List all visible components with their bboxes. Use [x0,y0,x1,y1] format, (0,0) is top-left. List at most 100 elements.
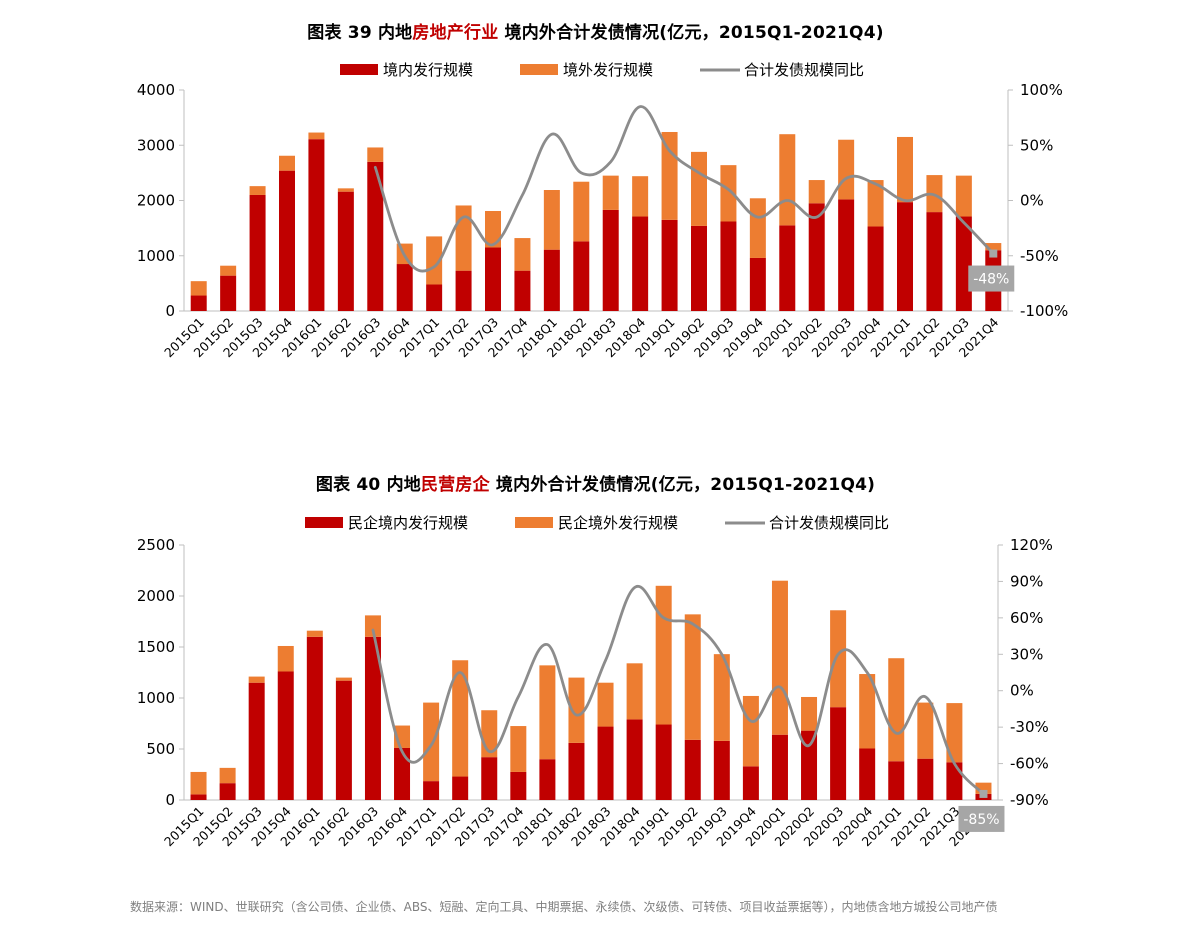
c39-bar-domestic-2016Q4 [396,264,413,311]
c40-bar-domestic-2019Q2 [684,739,701,800]
c39-bar-domestic-2019Q1 [661,219,678,311]
c40-bar-domestic-2020Q4 [859,748,876,800]
c39-bar-overseas-2021Q4 [985,243,1002,251]
c39-legend-label-0: 境内发行规模 [383,61,473,79]
c40-bar-overseas-2017Q4 [510,726,527,772]
c40-bar-overseas-2015Q2 [219,767,236,784]
c39-bar-domestic-2016Q1 [308,139,325,311]
c39-bar-overseas-2015Q3 [249,186,266,195]
c40-annotation-label: -85% [963,812,999,828]
c39-bar-overseas-2015Q2 [220,265,237,276]
c40-right-tick-label: 60% [1010,609,1043,627]
c40-bar-domestic-2015Q3 [248,682,265,800]
c39-bar-domestic-2016Q2 [337,191,354,311]
c39-bar-overseas-2019Q3 [720,165,737,222]
c39-bar-domestic-2020Q4 [867,226,884,311]
chart-39-title-prefix: 图表 39 内地 [307,23,413,43]
c40-bar-domestic-2020Q1 [771,734,788,800]
chart-39-title-suffix: 境内外合计发债情况(亿元，2015Q1-2021Q4) [498,23,884,43]
c39-bar-domestic-2020Q3 [838,199,855,311]
c40-left-tick-label: 1000 [137,689,175,707]
chart-40-title: 图表 40 内地民营房企 境内外合计发债情况(亿元，2015Q1-2021Q4) [0,470,1191,495]
c39-bar-overseas-2015Q4 [279,155,295,171]
c40-legend-item-0: 民企境内发行规模 [305,514,468,532]
c40-bar-domestic-2017Q2 [452,776,469,800]
c39-bar-domestic-2016Q3 [367,161,384,311]
c39-bar-overseas-2021Q1 [897,136,913,203]
c39-bar-overseas-2017Q1 [426,236,443,285]
c40-bar-domestic-2017Q4 [510,771,527,800]
c39-bar-overseas-2020Q4 [867,180,884,227]
c40-bar-overseas-2017Q1 [423,702,440,782]
c40-left-tick-label: 1500 [137,638,175,656]
c40-right-tick-label: 90% [1010,572,1043,590]
c40-right-tick-label: -30% [1010,718,1049,736]
c40-bar-overseas-2015Q4 [277,645,294,672]
c39-bar-overseas-2020Q2 [808,180,825,204]
c39-bar-domestic-2017Q2 [455,270,472,311]
c39-bar-overseas-2015Q1 [190,281,207,296]
chart-39-svg: 境内发行规模 境外发行规模 合计发债规模同比 0 1000 2000 3000 4000 -10… [137,61,1068,360]
c40-bar-domestic-2016Q4 [394,747,411,800]
c40-bar-overseas-2018Q3 [597,682,614,727]
c39-bar-domestic-2021Q2 [926,212,943,311]
c39-bar-domestic-2017Q1 [426,284,443,311]
c40-bar-overseas-2019Q3 [713,654,730,741]
c40-bar-overseas-2020Q3 [830,610,847,708]
c39-bar-domestic-2018Q3 [602,209,619,311]
c39-legend-item-2: 合计发债规模同比 [700,61,864,79]
c39-bar-domestic-2015Q1 [190,295,207,311]
c39-bar-domestic-2017Q3 [485,247,501,311]
c40-bar-overseas-2019Q1 [655,585,672,725]
c40-right-tick-label: -60% [1010,755,1049,773]
chart-40-title-prefix: 图表 40 内地 [315,475,421,495]
c40-bar-overseas-2018Q4 [626,663,643,720]
c39-bar-domestic-2015Q2 [220,275,237,311]
c40-bar-overseas-2018Q2 [568,677,585,743]
c40-legend-label-1: 民企境外发行规模 [558,514,678,532]
c39-left-tick-label: 0 [165,302,175,320]
c39-bar-domestic-2021Q1 [897,202,913,311]
c40-bar-overseas-2020Q2 [801,696,818,731]
c39-bar-domestic-2015Q3 [249,194,266,311]
c40-right-tick-label: 30% [1010,645,1043,663]
c39-bar-domestic-2019Q3 [720,221,737,311]
c39-bar-overseas-2020Q3 [838,139,855,200]
c40-bar-domestic-2015Q1 [190,794,207,800]
c39-legend-label-1: 境外发行规模 [563,61,653,79]
c40-annotation-box [958,805,1005,832]
c39-bar-domestic-2019Q4 [749,257,766,311]
c39-bar-domestic-2018Q1 [543,249,560,311]
c39-bar-domestic-2015Q4 [279,170,295,311]
c39-bar-overseas-2020Q1 [779,134,796,226]
c39-bar-domestic-2019Q2 [691,225,707,311]
c39-bar-domestic-2018Q4 [632,216,649,311]
c40-yoy-last-point [979,789,988,798]
c39-left-tick-label: 2000 [137,192,175,210]
c40-bar-domestic-2021Q2 [917,758,934,800]
c40-bar-overseas-2021Q3 [946,703,963,763]
chart-39-title-highlight: 房地产行业 [412,23,499,43]
c40-bar-overseas-2019Q2 [684,614,701,740]
c40-bar-overseas-2021Q2 [917,702,934,759]
c39-bar-overseas-2019Q2 [691,151,707,226]
c40-right-tick-label: -90% [1010,791,1049,809]
c40-bar-domestic-2018Q1 [539,759,556,800]
c39-bar-domestic-2021Q3 [955,216,972,311]
c39-right-tick-label: 100% [1020,81,1063,99]
c40-legend-swatch-1 [515,517,553,528]
c40-bar-domestic-2019Q3 [713,740,730,800]
c40-bar-domestic-2019Q4 [742,766,759,800]
c40-legend-item-2: 合计发债规模同比 [725,514,889,532]
c40-bar-domestic-2018Q4 [626,719,643,800]
c40-right-tick-label: 0% [1010,682,1034,700]
c40-bar-domestic-2015Q4 [277,671,294,800]
c40-bar-domestic-2016Q2 [335,680,352,800]
c40-bar-overseas-2015Q1 [190,771,207,795]
c40-bar-domestic-2019Q1 [655,724,672,800]
c40-bar-overseas-2016Q1 [306,630,323,637]
c39-bar-overseas-2016Q2 [337,188,354,192]
c40-legend-swatch-0 [305,517,343,528]
c39-bar-domestic-2020Q2 [808,203,825,311]
c39-bar-overseas-2019Q4 [749,198,766,258]
